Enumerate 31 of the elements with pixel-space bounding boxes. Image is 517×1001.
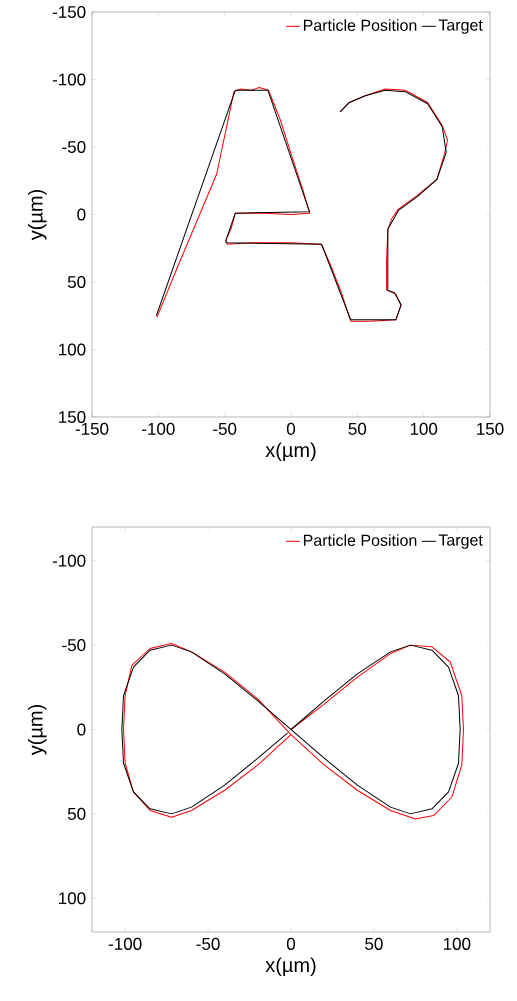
x-tick-label: 0 — [286, 937, 296, 950]
legend-label: Target — [438, 19, 483, 34]
x-tick-label: 100 — [410, 422, 438, 435]
y-tick-label: -50 — [62, 140, 86, 154]
x-tick-label: 100 — [443, 937, 471, 950]
x-tick-label: 50 — [365, 937, 383, 950]
x-tick-label: 150 — [477, 422, 504, 435]
x-tick-label: -100 — [142, 422, 175, 435]
x-tick-label: 50 — [348, 422, 367, 435]
x-tick-label: -50 — [196, 937, 220, 950]
legend-label: Particle Position — [303, 534, 417, 546]
y-tick-label: 50 — [67, 807, 86, 820]
y-tick-label: 50 — [67, 275, 86, 289]
x-axis-title: x(µm) — [265, 442, 316, 462]
y-tick-label: 100 — [59, 892, 86, 905]
y-tick-label: -150 — [52, 5, 86, 19]
legend-label: Target — [438, 534, 483, 549]
y-tick-label: 0 — [77, 208, 86, 221]
x-axis-title: x(µm) — [265, 957, 316, 977]
x-tick-label: 0 — [286, 422, 296, 435]
y-axis-title: y(µm) — [27, 704, 47, 756]
y-tick-label: 100 — [59, 343, 86, 356]
y-tick-label: -100 — [52, 554, 86, 567]
y-tick-label: -50 — [62, 639, 86, 652]
y-tick-label: -100 — [52, 73, 86, 86]
y-tick-label: 150 — [59, 410, 86, 424]
x-tick-label: -50 — [213, 422, 237, 435]
y-axis-title: y(µm) — [27, 189, 47, 241]
y-tick-label: 0 — [77, 723, 86, 736]
x-tick-label: -100 — [108, 937, 142, 950]
legend-label: Particle Position — [303, 19, 417, 31]
